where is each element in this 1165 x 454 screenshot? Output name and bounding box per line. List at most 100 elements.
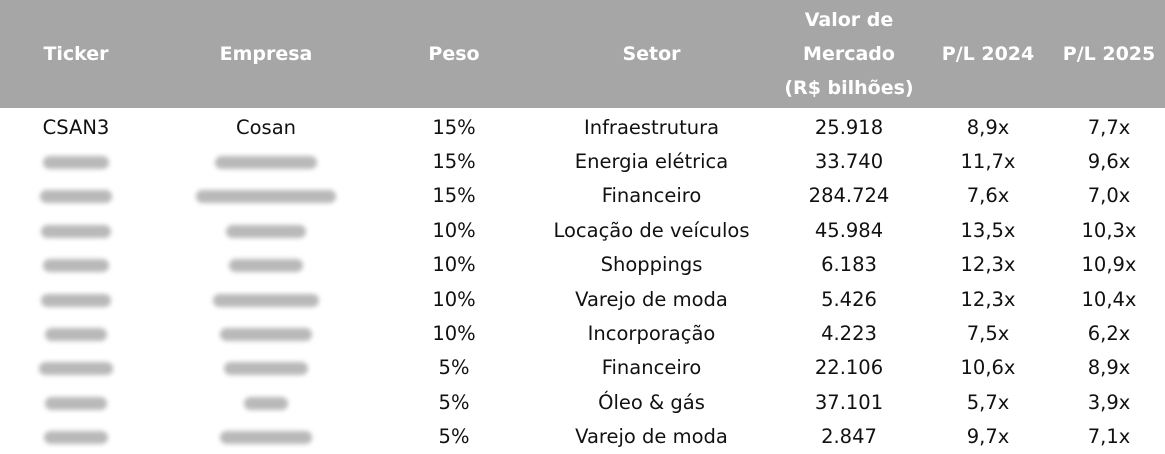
cell-pl2024: 7,5x bbox=[966, 322, 1010, 346]
cell-ticker bbox=[0, 282, 152, 316]
cell-setor: Locação de veículos bbox=[553, 218, 750, 242]
table-row: 5% Financeiro 22.106 10,6x 8,9x bbox=[0, 351, 1165, 385]
header-row: Ticker Empresa Peso Setor Valor de Merca… bbox=[0, 0, 1165, 108]
cell-peso: 15% bbox=[432, 150, 476, 174]
table-row: CSAN3 Cosan 15% Infraestrutura 25.918 8,9x 7,7… bbox=[0, 108, 1165, 144]
cell-valor: 5.426 bbox=[821, 287, 877, 311]
cell-pl2024: 12,3x bbox=[960, 253, 1016, 277]
cell-empresa bbox=[152, 179, 380, 213]
redacted-empresa bbox=[244, 396, 288, 410]
cell-peso: 10% bbox=[432, 287, 476, 311]
cell-pl2025: 10,9x bbox=[1081, 253, 1137, 277]
redacted-empresa bbox=[220, 328, 312, 342]
redacted-ticker bbox=[41, 293, 111, 307]
table-row: 10% Varejo de moda 5.426 12,3x 10,4x bbox=[0, 282, 1165, 316]
cell-setor: Energia elétrica bbox=[574, 150, 729, 174]
cell-valor: 284.724 bbox=[808, 184, 890, 208]
table-row: 10% Incorporação 4.223 7,5x 6,2x bbox=[0, 316, 1165, 350]
table-row: 10% Locação de veículos 45.984 13,5x 10,3x bbox=[0, 213, 1165, 247]
header-peso: Peso bbox=[380, 0, 528, 108]
redacted-ticker bbox=[41, 224, 111, 238]
cell-pl2024: 12,3x bbox=[960, 287, 1016, 311]
cell-empresa bbox=[152, 144, 380, 178]
cell-pl2025: 8,9x bbox=[1087, 356, 1131, 380]
cell-ticker bbox=[0, 351, 152, 385]
cell-peso: 15% bbox=[432, 184, 476, 208]
cell-peso: 5% bbox=[438, 356, 470, 380]
cell-empresa bbox=[152, 213, 380, 247]
table-row: 10% Shoppings 6.183 12,3x 10,9x bbox=[0, 248, 1165, 282]
cell-peso: 5% bbox=[438, 390, 470, 414]
redacted-ticker bbox=[39, 362, 113, 376]
header-valor-de-mercado: Valor de Mercado (R$ bilhões) bbox=[775, 0, 923, 108]
header-valor-line2: Mercado bbox=[803, 43, 895, 65]
cell-setor: Financeiro bbox=[601, 184, 702, 208]
cell-pl2025: 7,1x bbox=[1087, 425, 1131, 449]
cell-empresa: Cosan bbox=[235, 115, 296, 139]
redacted-empresa bbox=[220, 431, 312, 445]
header-pl-2025: P/L 2025 bbox=[1053, 0, 1165, 108]
header-valor-line3: (R$ bilhões) bbox=[784, 77, 914, 99]
cell-pl2025: 7,0x bbox=[1087, 184, 1131, 208]
table-row: 5% Óleo & gás 37.101 5,7x 3,9x bbox=[0, 385, 1165, 419]
cell-pl2025: 9,6x bbox=[1087, 150, 1131, 174]
cell-setor: Incorporação bbox=[587, 322, 716, 346]
cell-pl2025: 10,4x bbox=[1081, 287, 1137, 311]
cell-valor: 2.847 bbox=[821, 425, 877, 449]
cell-ticker bbox=[0, 248, 152, 282]
redacted-ticker bbox=[43, 156, 109, 170]
header-setor: Setor bbox=[528, 0, 775, 108]
header-empresa: Empresa bbox=[152, 0, 380, 108]
cell-valor: 22.106 bbox=[814, 356, 884, 380]
header-valor-line1: Valor de bbox=[804, 9, 894, 31]
cell-empresa bbox=[152, 385, 380, 419]
redacted-empresa bbox=[229, 259, 303, 273]
redacted-empresa bbox=[215, 156, 317, 170]
table-row: 15% Financeiro 284.724 7,6x 7,0x bbox=[0, 179, 1165, 213]
cell-ticker bbox=[0, 213, 152, 247]
redacted-ticker bbox=[45, 328, 107, 342]
cell-setor: Varejo de moda bbox=[575, 425, 728, 449]
redacted-ticker bbox=[44, 431, 108, 445]
cell-pl2024: 8,9x bbox=[966, 115, 1010, 139]
cell-peso: 5% bbox=[438, 425, 470, 449]
cell-peso: 10% bbox=[432, 322, 476, 346]
cell-empresa bbox=[152, 351, 380, 385]
cell-pl2024: 10,6x bbox=[960, 356, 1016, 380]
cell-ticker bbox=[0, 144, 152, 178]
cell-pl2025: 7,7x bbox=[1087, 115, 1131, 139]
cell-ticker bbox=[0, 385, 152, 419]
cell-empresa bbox=[152, 282, 380, 316]
cell-valor: 33.740 bbox=[814, 150, 884, 174]
cell-valor: 6.183 bbox=[821, 253, 877, 277]
table-header: Ticker Empresa Peso Setor Valor de Merca… bbox=[0, 0, 1165, 108]
cell-pl2024: 7,6x bbox=[966, 184, 1010, 208]
table-row: 5% Varejo de moda 2.847 9,7x 7,1x bbox=[0, 420, 1165, 454]
cell-valor: 4.223 bbox=[821, 322, 877, 346]
redacted-ticker bbox=[45, 396, 107, 410]
cell-pl2024: 11,7x bbox=[960, 150, 1016, 174]
cell-ticker: CSAN3 bbox=[42, 115, 110, 139]
cell-setor: Infraestrutura bbox=[583, 115, 720, 139]
cell-peso: 10% bbox=[432, 253, 476, 277]
table-row: 15% Energia elétrica 33.740 11,7x 9,6x bbox=[0, 144, 1165, 178]
cell-pl2024: 9,7x bbox=[966, 425, 1010, 449]
cell-ticker bbox=[0, 316, 152, 350]
header-ticker: Ticker bbox=[0, 0, 152, 108]
cell-peso: 10% bbox=[432, 218, 476, 242]
cell-setor: Financeiro bbox=[601, 356, 702, 380]
cell-valor: 37.101 bbox=[814, 390, 884, 414]
cell-ticker bbox=[0, 179, 152, 213]
cell-setor: Óleo & gás bbox=[598, 390, 705, 414]
cell-pl2025: 6,2x bbox=[1087, 322, 1131, 346]
cell-setor: Shoppings bbox=[600, 253, 703, 277]
cell-empresa bbox=[152, 420, 380, 454]
cell-setor: Varejo de moda bbox=[575, 287, 728, 311]
redacted-empresa bbox=[226, 224, 306, 238]
cell-peso: 15% bbox=[432, 115, 476, 139]
redacted-empresa bbox=[213, 293, 319, 307]
cell-empresa bbox=[152, 316, 380, 350]
redacted-ticker bbox=[40, 190, 112, 204]
